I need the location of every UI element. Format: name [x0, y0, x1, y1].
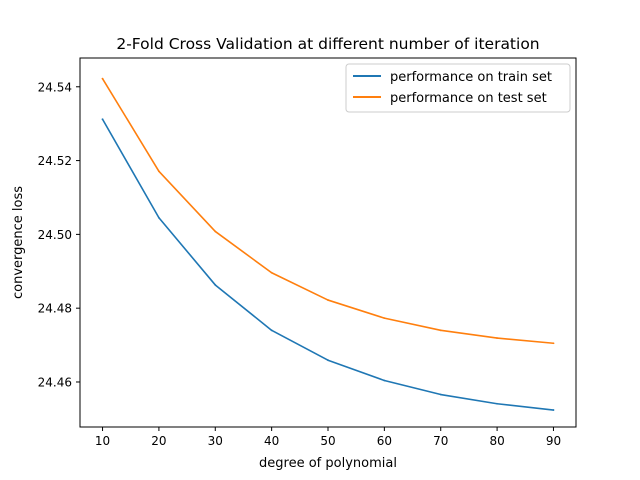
- data-point-test: [158, 170, 160, 173]
- data-point-test: [101, 77, 104, 80]
- x-tick-label: 80: [489, 434, 504, 448]
- y-axis-label: convergence loss: [11, 186, 26, 299]
- chart-title: 2-Fold Cross Validation at different num…: [116, 35, 539, 53]
- data-point-test: [270, 271, 273, 274]
- x-tick-label: 10: [95, 434, 110, 448]
- y-tick-label: 24.54: [38, 80, 72, 94]
- x-tick-label: 20: [151, 434, 166, 448]
- data-point-train: [439, 393, 442, 396]
- y-axis-ticks: 24.46 24.48 24.50 24.52 24.54: [38, 80, 80, 389]
- data-point-test: [496, 337, 498, 339]
- y-tick-label: 24.50: [38, 228, 72, 242]
- data-point-test: [327, 299, 329, 301]
- data-point-train: [383, 379, 386, 382]
- x-tick-label: 90: [546, 434, 561, 448]
- series-layer: [101, 77, 555, 411]
- y-tick-label: 24.52: [38, 154, 72, 168]
- legend-box: [345, 63, 571, 113]
- x-axis-ticks: 10 20 30 40 50 60 70 80 90: [95, 427, 561, 448]
- x-tick-label: 70: [433, 434, 448, 448]
- data-point-train: [158, 216, 160, 219]
- legend-label-test: performance on test set: [390, 91, 547, 106]
- x-tick-label: 40: [264, 434, 279, 448]
- data-point-train: [496, 402, 498, 405]
- data-point-train: [552, 409, 555, 411]
- legend-label-train: performance on train set: [390, 70, 552, 85]
- x-tick-label: 60: [377, 434, 392, 448]
- y-tick-label: 24.46: [38, 375, 72, 389]
- data-point-test: [439, 329, 442, 332]
- legend: performance on train set performance on …: [345, 63, 571, 113]
- y-tick-label: 24.48: [38, 302, 72, 316]
- data-point-train: [101, 118, 104, 121]
- data-point-train: [270, 329, 273, 332]
- x-tick-label: 50: [320, 434, 335, 448]
- data-point-test: [214, 230, 217, 233]
- x-tick-label: 30: [208, 434, 223, 448]
- data-point-train: [327, 359, 329, 362]
- data-point-test: [552, 342, 555, 345]
- data-point-test: [383, 317, 386, 320]
- x-axis-label: degree of polynomial: [259, 456, 397, 471]
- data-point-train: [214, 284, 217, 286]
